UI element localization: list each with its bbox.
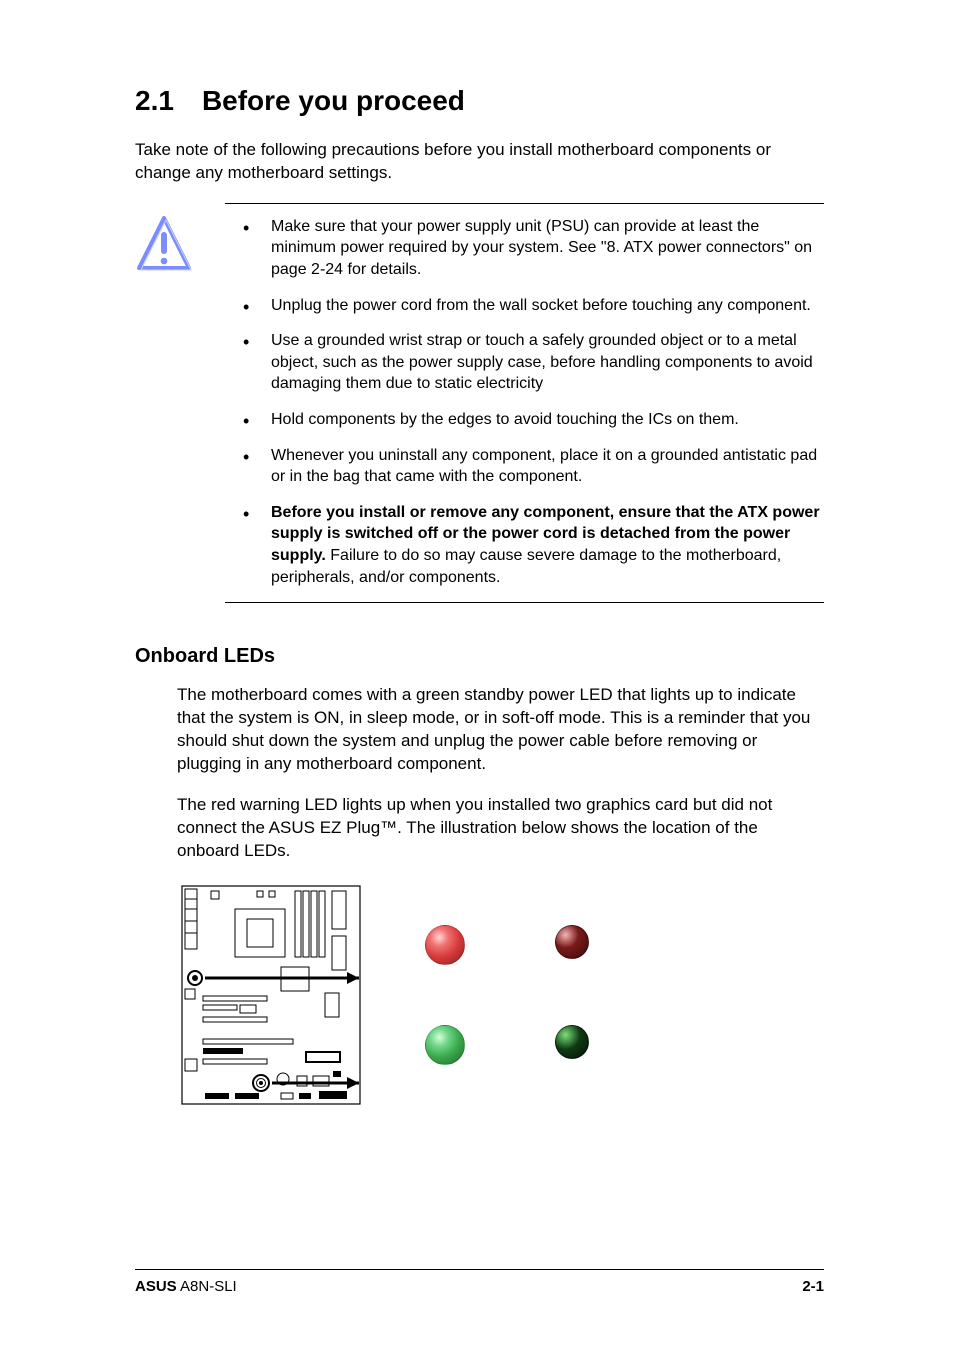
caution-item: Unplug the power cord from the wall sock… bbox=[243, 295, 824, 317]
caution-callout: Make sure that your power supply unit (P… bbox=[225, 203, 824, 603]
caution-text: Hold components by the edges to avoid to… bbox=[271, 411, 739, 428]
section-title: Before you proceed bbox=[202, 85, 465, 116]
body-paragraph: The motherboard comes with a green stand… bbox=[177, 684, 824, 776]
caution-text: Unplug the power cord from the wall sock… bbox=[271, 297, 811, 314]
caution-item: Make sure that your power supply unit (P… bbox=[243, 216, 824, 281]
led-legend bbox=[425, 925, 595, 1065]
subsection-heading: Onboard LEDs bbox=[135, 645, 824, 668]
caution-item: Before you install or remove any compone… bbox=[243, 502, 824, 588]
footer-model: A8N-SLI bbox=[180, 1278, 237, 1295]
caution-list: Make sure that your power supply unit (P… bbox=[225, 216, 824, 588]
page-footer: ASUS A8N-SLI 2-1 bbox=[135, 1269, 824, 1295]
body-paragraph: The red warning LED lights up when you i… bbox=[177, 794, 824, 863]
section-heading: 2.1 Before you proceed bbox=[135, 85, 824, 117]
caution-item: Whenever you uninstall any component, pl… bbox=[243, 445, 824, 488]
caution-item: Use a grounded wrist strap or touch a sa… bbox=[243, 330, 824, 395]
caution-tail: Failure to do so may cause severe damage… bbox=[271, 547, 781, 586]
footer-brand: ASUS bbox=[135, 1278, 177, 1295]
motherboard-diagram bbox=[177, 881, 365, 1109]
led-red-off bbox=[555, 925, 589, 959]
caution-text: Make sure that your power supply unit (P… bbox=[271, 218, 812, 278]
intro-paragraph: Take note of the following precautions b… bbox=[135, 139, 824, 185]
section-number: 2.1 bbox=[135, 85, 174, 117]
page: 2.1 Before you proceed Take note of the f… bbox=[0, 0, 954, 1351]
led-green-on bbox=[425, 1025, 465, 1065]
caution-text: Whenever you uninstall any component, pl… bbox=[271, 447, 817, 486]
onboard-leds-figure bbox=[177, 881, 824, 1109]
caution-item: Hold components by the edges to avoid to… bbox=[243, 409, 824, 431]
footer-page-number: 2-1 bbox=[802, 1278, 824, 1295]
caution-icon bbox=[135, 214, 193, 285]
footer-left: ASUS A8N-SLI bbox=[135, 1278, 237, 1295]
led-green-off bbox=[555, 1025, 589, 1059]
caution-text: Use a grounded wrist strap or touch a sa… bbox=[271, 332, 813, 392]
led-red-on bbox=[425, 925, 465, 965]
